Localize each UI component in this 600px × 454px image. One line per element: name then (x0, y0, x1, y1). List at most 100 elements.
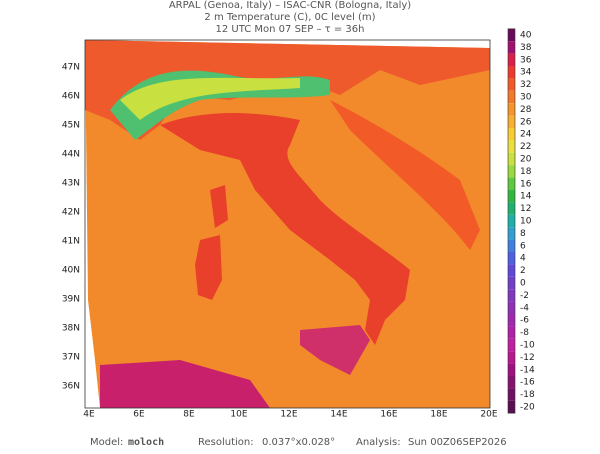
colorbar-label: 10 (520, 217, 532, 227)
alps (120, 77, 300, 120)
italy (160, 113, 410, 346)
colorbar-label: 30 (520, 93, 532, 103)
lat-label: 38N (62, 324, 80, 334)
lon-label: 14E (330, 410, 347, 420)
colorbar-segment (508, 252, 515, 265)
colorbar-label: 20 (520, 155, 532, 165)
lat-label: 47N (62, 63, 80, 73)
colorbar-label: 0 (520, 279, 526, 289)
field (85, 40, 490, 140)
colorbar-label: 6 (520, 241, 526, 251)
lat-label: 39N (62, 295, 80, 305)
colorbar-label: 34 (520, 68, 532, 78)
colorbar-segment (508, 363, 515, 376)
footer-value: moloch (128, 437, 164, 448)
colorbar-label: 14 (520, 192, 532, 202)
colorbar-label: -8 (520, 328, 529, 338)
colorbar-segment (508, 41, 515, 54)
colorbar-label: 22 (520, 142, 531, 152)
colorbar-segment (508, 227, 515, 240)
colorbar-segment (508, 190, 515, 203)
colorbar-label: -10 (520, 341, 535, 351)
lon-labels: 4E 6E 8E 10E 12E 14E 16E 18E 20E (83, 410, 498, 420)
colorbar-segment (508, 140, 515, 153)
colorbar-label: -12 (520, 353, 535, 363)
colorbar-segment (508, 165, 515, 178)
colorbar-segment (508, 264, 515, 277)
colorbar-segment (508, 314, 515, 327)
lon-label: 18E (430, 410, 447, 420)
colorbar-segment (508, 338, 515, 352)
balkans (330, 100, 480, 250)
colorbar-segment (508, 177, 515, 190)
colorbar-segment (508, 276, 515, 290)
colorbar-label: -14 (520, 365, 535, 375)
footer-label: Analysis: (356, 437, 401, 448)
colorbar-segment (508, 66, 515, 79)
colorbar-segment (508, 28, 515, 42)
lat-label: 42N (62, 208, 80, 218)
lat-label: 40N (62, 266, 80, 276)
lat-label: 41N (62, 237, 80, 247)
footer-label: Model: (90, 437, 123, 448)
colorbar: 4038363432302826242220181614121086420-2-… (507, 28, 535, 414)
lon-label: 10E (230, 410, 247, 420)
colorbar-label: 28 (520, 105, 532, 115)
header-line: ARPAL (Genoa, Italy) – ISAC-CNR (Bologna… (169, 0, 411, 11)
colorbar-label: 16 (520, 179, 532, 189)
colorbar-segment (508, 351, 515, 364)
colorbar-segment (508, 400, 515, 414)
colorbar-segment (508, 214, 515, 228)
colorbar-segment (508, 376, 515, 389)
sardinia (195, 235, 222, 300)
colorbar-label: 18 (520, 167, 532, 177)
colorbar-label: 12 (520, 204, 531, 214)
lon-label: 12E (280, 410, 297, 420)
colorbar-segment (508, 115, 515, 128)
colorbar-segment (508, 239, 515, 252)
footer-value: Sun 00Z06SEP2026 (408, 437, 507, 448)
colorbar-label: -16 (520, 378, 535, 388)
colorbar-segment (508, 78, 515, 91)
colorbar-label: 4 (520, 254, 526, 264)
footer-value: 0.037°x0.028° (262, 437, 335, 448)
footer-label: Resolution: (198, 437, 254, 448)
colorbar-label: 26 (520, 117, 532, 127)
colorbar-segment (508, 202, 515, 215)
colorbar-segment (508, 326, 515, 339)
lon-label: 8E (183, 410, 195, 420)
colorbar-segment (508, 388, 515, 401)
lat-label: 44N (62, 150, 80, 160)
lon-label: 4E (83, 410, 95, 420)
colorbar-label: 24 (520, 130, 532, 140)
colorbar-segment (508, 289, 515, 302)
colorbar-label: -2 (520, 291, 529, 301)
colorbar-segment (508, 103, 515, 116)
colorbar-label: 36 (520, 55, 532, 65)
lon-label: 6E (133, 410, 145, 420)
colorbar-label: 32 (520, 80, 531, 90)
colorbar-segment (508, 90, 515, 104)
lat-labels: 47N 46N 45N 44N 43N 42N 41N 40N 39N 38N 37N 36N (62, 63, 80, 392)
colorbar-segment (508, 152, 515, 166)
colorbar-label: -20 (520, 403, 535, 413)
lat-label: 45N (62, 121, 80, 131)
lon-label: 20E (480, 410, 497, 420)
colorbar-label: 38 (520, 43, 532, 53)
sicily (300, 325, 370, 375)
colorbar-label: 40 (520, 31, 532, 41)
africa (100, 360, 270, 408)
colorbar-label: 8 (520, 229, 526, 239)
lat-label: 37N (62, 353, 80, 363)
colorbar-label: -4 (520, 303, 529, 313)
colorbar-frame (507, 28, 516, 414)
map (84, 39, 491, 409)
lat-label: 43N (62, 179, 80, 189)
colorbar-segment (508, 301, 515, 314)
lat-label: 36N (62, 382, 80, 392)
colorbar-label: 2 (520, 266, 526, 276)
header-line: 12 UTC Mon 07 SEP – τ = 36h (216, 24, 365, 35)
lon-label: 16E (380, 410, 397, 420)
lat-label: 46N (62, 92, 80, 102)
